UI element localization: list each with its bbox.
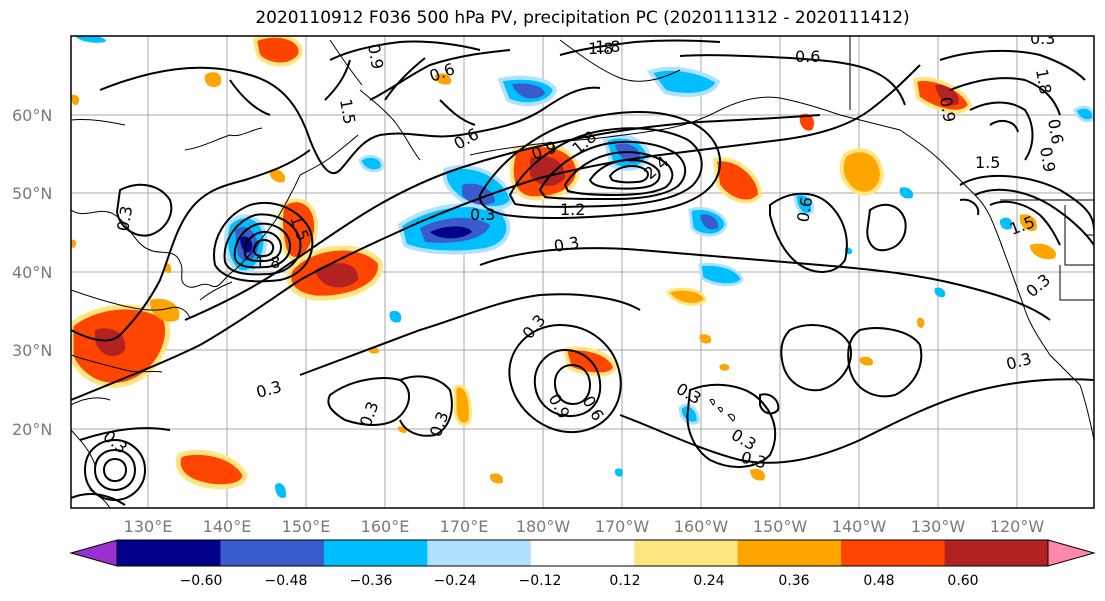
contour-label: 0.9 [1036, 145, 1059, 173]
precip-negative-shading [75, 36, 1094, 498]
lat-label: 60°N [12, 106, 52, 125]
contour-label: 1.8 [255, 253, 280, 272]
lon-label: 170°W [595, 517, 650, 536]
lat-label: 40°N [12, 263, 52, 282]
colorbar-ticks: −0.60 −0.48 −0.36 −0.24 −0.12 0.12 0.24 … [180, 573, 979, 589]
contour-label: 0.6 [795, 47, 820, 66]
colorbar-segment [117, 540, 221, 566]
contour-label: 0.9 [936, 95, 959, 123]
contour-label: 0.3 [113, 204, 136, 232]
colorbar-segment [944, 540, 1049, 566]
contour-label: 1.8 [595, 37, 620, 56]
colorbar-tick-label: 0.60 [947, 573, 978, 589]
contour-label: 0.3 [552, 233, 580, 256]
contour-label: 0.6 [793, 195, 816, 223]
contour-label: 0.3 [470, 205, 495, 224]
colorbar-extend-left [69, 539, 118, 567]
map-title: 2020110912 F036 500 hPa PV, precipitatio… [255, 8, 910, 28]
lat-label: 50°N [12, 184, 52, 203]
lon-label: 150°W [753, 517, 808, 536]
latitude-labels: 60°N 50°N 40°N 30°N 20°N [12, 106, 52, 439]
longitude-labels: 130°E 140°E 150°E 160°E 170°E 180°W 170°… [124, 517, 1045, 536]
lon-label: 130°W [911, 517, 966, 536]
lon-label: 130°E [124, 517, 173, 536]
lon-label: 180°W [516, 517, 571, 536]
colorbar-tick-label: −0.36 [350, 573, 393, 589]
colorbar-tick-label: −0.12 [519, 573, 562, 589]
colorbar-segment [841, 540, 946, 566]
colorbar-segments [117, 540, 1049, 566]
lon-label: 150°E [282, 517, 331, 536]
colorbar-tick-label: 0.48 [863, 573, 894, 589]
lat-label: 20°N [12, 420, 52, 439]
lon-label: 160°W [674, 517, 729, 536]
lon-label: 170°E [440, 517, 489, 536]
colorbar-segment [530, 540, 635, 566]
colorbar-tick-label: 0.36 [778, 573, 809, 589]
contour-label: 0.3 [1030, 29, 1055, 48]
colorbar-tick-label: 0.12 [609, 573, 640, 589]
colorbar-extend-right [1047, 539, 1096, 567]
lat-label: 30°N [12, 341, 52, 360]
colorbar-segment [323, 540, 428, 566]
colorbar-tick-label: 0.24 [693, 573, 724, 589]
colorbar: −0.60 −0.48 −0.36 −0.24 −0.12 0.12 0.24 … [69, 539, 1096, 589]
colorbar-tick-label: −0.24 [434, 573, 477, 589]
contour-label: 1.5 [975, 153, 1000, 172]
colorbar-outline [116, 539, 1049, 567]
colorbar-segment [220, 540, 325, 566]
map-frame [70, 35, 1095, 509]
graticule [71, 36, 1094, 508]
lon-label: 140°E [203, 517, 252, 536]
contour-label: 1.5 [336, 97, 359, 125]
contour-label: 1.8 [588, 39, 613, 58]
pv-contours [71, 39, 1094, 506]
colorbar-segment [634, 540, 739, 566]
colorbar-tick-label: −0.60 [180, 573, 223, 589]
lon-label: 120°W [990, 517, 1045, 536]
precip-positive-shading [71, 36, 1056, 490]
contour-label: 0.9 [364, 42, 387, 70]
colorbar-segment [427, 540, 532, 566]
contour-label: 1.2 [560, 200, 585, 219]
lon-label: 160°E [361, 517, 410, 536]
contour-labels: 1.8 0.6 0.6 1.5 0.9 0.6 0.9 1.8 2.4 1.2 … [99, 29, 1067, 472]
lon-label: 140°W [832, 517, 887, 536]
contour-label: 1.8 [1032, 67, 1055, 95]
colorbar-segment [737, 540, 842, 566]
contour-label: 0.6 [1044, 117, 1067, 145]
colorbar-tick-label: −0.48 [265, 573, 308, 589]
